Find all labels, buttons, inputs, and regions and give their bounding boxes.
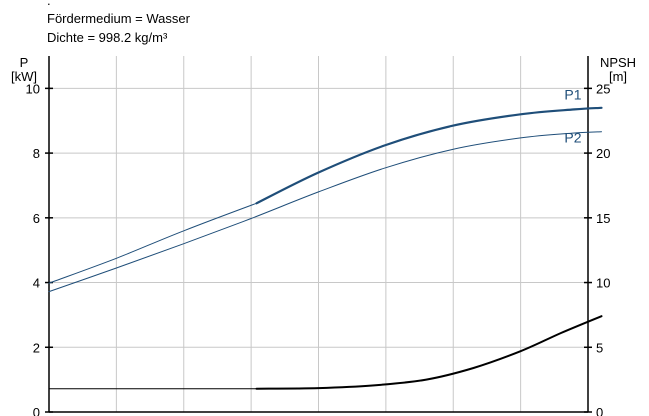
right-tick-label: 0 (596, 405, 603, 416)
series-line-npsh (255, 315, 603, 390)
series-line-p1 (48, 202, 257, 284)
left-tick-label: 8 (33, 146, 40, 161)
left-tick-label: 6 (33, 211, 40, 226)
left-tick-label: 2 (33, 340, 40, 355)
left-axis-title: P [kW] (4, 56, 44, 84)
left-tick-label: 0 (33, 405, 40, 416)
left-tick-label: 10 (26, 81, 40, 96)
right-tick-label: 10 (596, 276, 610, 291)
series-line-p1 (255, 106, 603, 205)
right-axis-name: NPSH (599, 55, 637, 70)
series-line-p2 (48, 131, 602, 293)
right-tick-label: 15 (596, 211, 610, 226)
right-axis-unit: [m] (608, 69, 628, 84)
curve-label-p2: P2 (564, 129, 581, 145)
right-tick-label: 25 (596, 81, 610, 96)
left-axis-name: P (19, 55, 29, 70)
curve-label-p1: P1 (564, 87, 581, 103)
header-dot: . (47, 0, 51, 8)
left-tick-label: 4 (33, 276, 40, 291)
left-axis-unit: [kW] (11, 69, 37, 84)
right-axis-title: NPSH [m] (590, 56, 646, 84)
medium-label: Fördermedium = Wasser (47, 11, 190, 26)
right-tick-label: 5 (596, 340, 603, 355)
density-label: Dichte = 998.2 kg/m³ (47, 30, 168, 45)
right-tick-label: 20 (596, 146, 610, 161)
